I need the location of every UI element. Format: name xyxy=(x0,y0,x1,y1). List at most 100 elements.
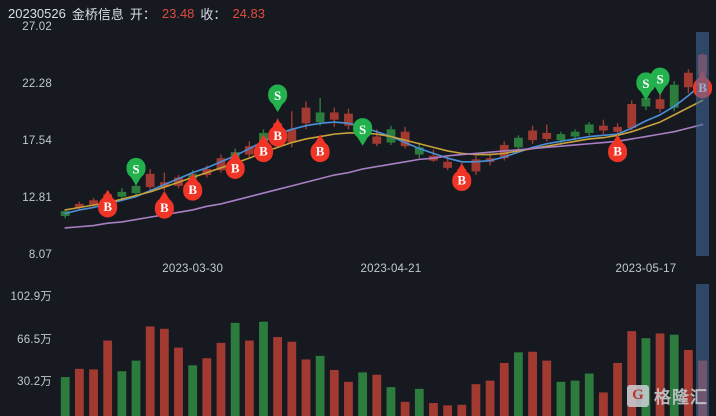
volume-bar xyxy=(315,355,325,416)
candle xyxy=(528,125,537,144)
ma-line xyxy=(64,99,704,211)
volume-bar xyxy=(74,368,84,416)
candle xyxy=(514,135,523,150)
volume-bar xyxy=(669,334,679,416)
volume-bar xyxy=(514,352,523,416)
candle xyxy=(216,154,226,173)
buy-signal-marker[interactable]: B xyxy=(310,134,330,163)
volume-bar xyxy=(429,403,438,416)
candle xyxy=(443,156,452,171)
price-tick-label: 27.02 xyxy=(22,21,52,33)
price-tick-label: 17.54 xyxy=(22,135,52,148)
quote-date: 20230526 xyxy=(8,5,66,21)
volume-bar xyxy=(683,350,693,416)
candle xyxy=(329,107,339,127)
signal-label: B xyxy=(231,160,240,175)
date-tick-label: 2023-04-21 xyxy=(360,263,422,275)
candle xyxy=(344,108,353,130)
volume-bar xyxy=(613,362,622,416)
signal-label: S xyxy=(642,76,649,91)
close-label: 收： xyxy=(200,6,227,22)
buy-signal-marker[interactable]: B xyxy=(608,134,628,163)
volume-bar xyxy=(287,341,297,416)
volume-bar xyxy=(599,392,608,416)
sell-signal-marker[interactable]: S xyxy=(268,84,288,113)
buy-signal-marker[interactable]: B xyxy=(154,191,174,219)
signal-label: B xyxy=(613,144,622,159)
volume-bar xyxy=(344,381,353,416)
buy-signal-marker[interactable]: B xyxy=(98,189,118,218)
volume-bar xyxy=(117,371,127,416)
volume-svg xyxy=(60,321,707,416)
candle xyxy=(556,131,566,145)
signal-label: B xyxy=(160,200,169,215)
volume-bar xyxy=(584,373,594,416)
volume-bar xyxy=(358,372,368,416)
price-tick-label: 8.07 xyxy=(28,249,52,261)
signal-label: B xyxy=(698,80,707,95)
volume-bar xyxy=(103,340,113,416)
buy-signal-marker[interactable]: B xyxy=(268,118,288,147)
candle xyxy=(613,123,622,135)
buy-signal-marker[interactable]: B xyxy=(183,172,203,201)
volume-bar-plot[interactable] xyxy=(56,284,716,416)
signal-label: S xyxy=(656,71,663,86)
volume-bar xyxy=(216,342,226,416)
candle xyxy=(400,126,410,149)
volume-tick-label: 102.9万 xyxy=(10,290,52,303)
volume-bar xyxy=(528,351,537,416)
sell-signal-marker[interactable]: S xyxy=(126,157,146,186)
volume-bar xyxy=(485,380,495,416)
volume-bar xyxy=(655,333,665,416)
candle xyxy=(315,98,325,126)
volume-bar xyxy=(174,347,183,416)
candle xyxy=(542,124,552,142)
volume-bar xyxy=(131,360,141,416)
sell-signal-marker[interactable]: S xyxy=(353,118,373,146)
signal-label: B xyxy=(316,144,325,159)
candle xyxy=(244,141,254,159)
volume-bar xyxy=(457,404,467,416)
candle xyxy=(599,119,608,135)
buy-signal-marker[interactable]: B xyxy=(452,163,472,192)
volume-bar xyxy=(60,377,70,416)
signal-label: B xyxy=(259,144,268,159)
volume-bar xyxy=(89,369,98,416)
volume-bar xyxy=(627,331,637,416)
signal-label: B xyxy=(188,182,197,197)
date-tick-label: 2023-05-17 xyxy=(615,263,677,275)
open-value: 23.48 xyxy=(161,5,195,21)
volume-bar xyxy=(386,387,396,416)
price-tick-label: 22.28 xyxy=(22,78,52,91)
candle xyxy=(627,100,637,131)
volume-bar xyxy=(400,401,410,416)
volume-bar xyxy=(414,388,424,416)
volume-bar xyxy=(244,340,254,416)
buy-signal-marker[interactable]: B xyxy=(225,151,245,179)
date-tick-label: 2023-03-30 xyxy=(162,263,224,275)
volume-bar xyxy=(301,359,311,416)
volume-bar xyxy=(443,405,452,416)
volume-bar xyxy=(273,337,283,416)
candle xyxy=(683,69,693,94)
candle xyxy=(301,101,311,130)
volume-bar xyxy=(471,384,481,416)
candle xyxy=(74,201,84,210)
signal-label: B xyxy=(103,199,112,214)
volume-bar xyxy=(329,370,339,416)
price-tick-label: 12.81 xyxy=(22,191,52,204)
watermark: G 格隆汇 xyxy=(627,383,708,408)
buy-signal-marker[interactable]: B xyxy=(253,134,273,163)
signal-label: S xyxy=(359,122,366,137)
chart-header: 20230526 金桥信息 开： 23.48 收： 24.83 xyxy=(0,0,716,26)
close-value: 24.83 xyxy=(232,5,265,21)
ma-line xyxy=(64,82,704,215)
volume-bar xyxy=(542,360,552,416)
sell-signal-marker[interactable]: S xyxy=(650,67,670,96)
watermark-text: 格隆汇 xyxy=(654,388,708,407)
volume-bar xyxy=(188,365,198,416)
buy-signal-marker[interactable]: B xyxy=(693,70,713,99)
